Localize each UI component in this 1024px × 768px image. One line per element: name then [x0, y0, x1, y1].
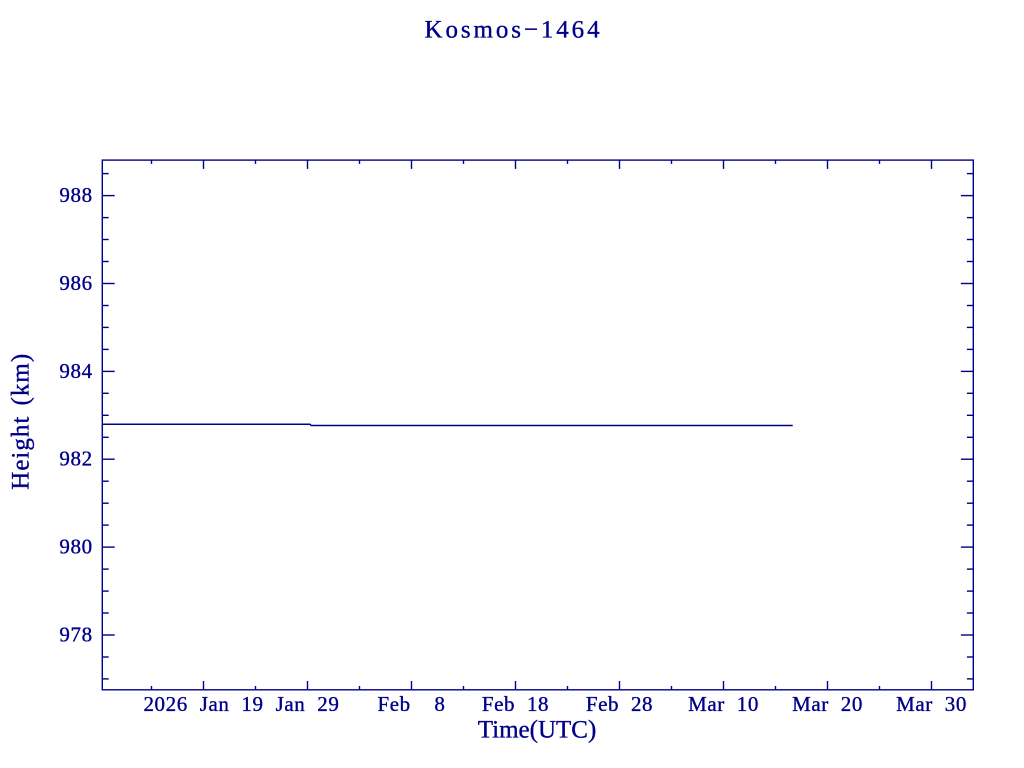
svg-text:982: 982 [59, 447, 92, 471]
svg-text:Feb 28: Feb 28 [586, 692, 653, 716]
svg-text:Mar 20: Mar 20 [792, 692, 863, 716]
svg-text:2026 Jan 19: 2026 Jan 19 [143, 692, 263, 716]
svg-text:Mar 10: Mar 10 [688, 692, 759, 716]
svg-text:Feb 8: Feb 8 [377, 692, 445, 716]
svg-text:Height (km): Height (km) [7, 353, 34, 490]
svg-text:Kosmos−1464: Kosmos−1464 [425, 17, 603, 44]
svg-text:Mar 30: Mar 30 [896, 692, 967, 716]
svg-text:Feb 18: Feb 18 [482, 692, 549, 716]
svg-text:988: 988 [59, 183, 92, 207]
svg-text:Time(UTC): Time(UTC) [478, 717, 597, 744]
svg-text:980: 980 [59, 535, 92, 559]
svg-text:984: 984 [59, 359, 92, 383]
svg-text:Jan 29: Jan 29 [276, 692, 340, 716]
svg-text:986: 986 [59, 271, 92, 295]
svg-text:978: 978 [59, 622, 92, 646]
